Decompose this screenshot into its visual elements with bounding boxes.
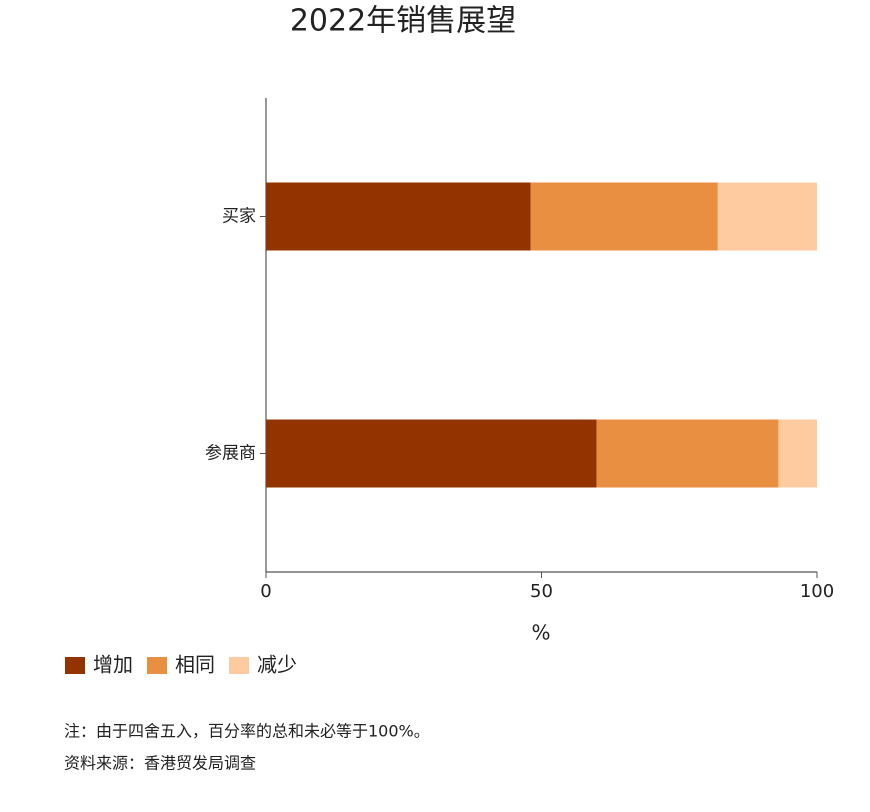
bar-segment	[530, 182, 718, 251]
x-axis-label: %	[531, 621, 550, 645]
bar-segment	[778, 419, 817, 488]
x-tick-label: 100	[800, 581, 834, 602]
y-tick-label: 参展商	[205, 444, 256, 464]
y-tick-label: 买家	[222, 207, 256, 227]
x-tick-label: 0	[260, 581, 271, 602]
chart-title: 2022年销售展望	[290, 4, 516, 39]
bar-segment	[266, 419, 597, 488]
x-tick-label: 50	[530, 581, 553, 602]
note: 注：由于四舍五入，百分率的总和未必等于100%。	[64, 722, 430, 741]
bar-segment	[266, 182, 531, 251]
bar-segment	[596, 419, 779, 488]
bar-segment	[717, 182, 817, 251]
legend-swatch	[229, 657, 249, 674]
legend-label: 减少	[257, 653, 297, 677]
note: 资料来源：香港贸发局调查	[64, 754, 256, 773]
legend-label: 相同	[175, 653, 215, 677]
legend-swatch	[65, 657, 85, 674]
legend-swatch	[147, 657, 167, 674]
legend-label: 增加	[93, 653, 133, 677]
